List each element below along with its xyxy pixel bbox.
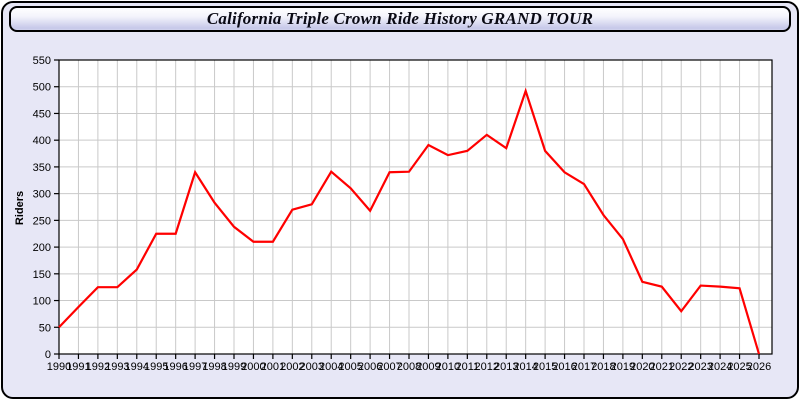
x-tick-label: 1997 (183, 361, 207, 373)
y-tick-label: 350 (33, 162, 51, 174)
x-tick-label: 1996 (163, 361, 187, 373)
plot-area (59, 60, 772, 354)
y-tick-label: 0 (45, 349, 51, 361)
x-tick-label: 1994 (125, 361, 149, 373)
y-tick-label: 450 (33, 108, 51, 120)
x-tick-label: 2020 (630, 361, 654, 373)
y-tick-label: 250 (33, 215, 51, 227)
x-tick-label: 1993 (105, 361, 129, 373)
x-tick-label: 2009 (416, 361, 440, 373)
x-tick-label: 2021 (650, 361, 674, 373)
x-tick-label: 2007 (377, 361, 401, 373)
x-tick-label: 1999 (222, 361, 246, 373)
title-bar: California Triple Crown Ride History GRA… (9, 6, 791, 32)
plot-border (58, 59, 773, 355)
x-tick-label: 2000 (241, 361, 265, 373)
x-tick-label: 2012 (475, 361, 499, 373)
x-tick-label: 2025 (727, 361, 751, 373)
x-tick-label: 2003 (300, 361, 324, 373)
x-tick-label: 2001 (261, 361, 285, 373)
x-tick-label: 2022 (669, 361, 693, 373)
page-title: California Triple Crown Ride History GRA… (206, 9, 594, 28)
y-tick-label: 300 (33, 189, 51, 201)
x-tick-label: 1992 (86, 361, 110, 373)
x-tick-label: 2008 (397, 361, 421, 373)
y-tick-label: 200 (33, 242, 51, 254)
x-tick-label: 2023 (688, 361, 712, 373)
y-tick-label: 550 (33, 55, 51, 67)
x-tick-label: 1990 (47, 361, 71, 373)
x-tick-label: 2016 (552, 361, 576, 373)
y-tick-label: 50 (39, 322, 51, 334)
x-tick-label: 1995 (144, 361, 168, 373)
x-tick-label: 2002 (280, 361, 304, 373)
x-tick-label: 1998 (202, 361, 226, 373)
x-tick-label: 2024 (708, 361, 732, 373)
y-tick-label: 400 (33, 135, 51, 147)
x-tick-label: 2013 (494, 361, 518, 373)
x-tick-label: 2015 (533, 361, 557, 373)
x-tick-label: 2005 (338, 361, 362, 373)
ride-history-line (58, 87, 761, 355)
x-tick-label: 2006 (358, 361, 382, 373)
x-tick-label: 2017 (572, 361, 596, 373)
x-tick-label: 2014 (513, 361, 537, 373)
x-tick-label: 2026 (747, 361, 771, 373)
y-axis-title: Riders (14, 190, 26, 226)
y-tick-label: 100 (33, 296, 51, 308)
x-tick-label: 2011 (456, 361, 480, 373)
x-tick-label: 2018 (591, 361, 615, 373)
y-tick-label: 500 (33, 82, 51, 94)
x-tick-label: 2010 (436, 361, 460, 373)
chart-canvas: 0501001502002503003504004505005501990199… (33, 55, 773, 373)
x-tick-label: 2004 (319, 361, 343, 373)
x-tick-label: 2019 (611, 361, 635, 373)
y-tick-label: 150 (33, 269, 51, 281)
x-tick-label: 1991 (66, 361, 90, 373)
